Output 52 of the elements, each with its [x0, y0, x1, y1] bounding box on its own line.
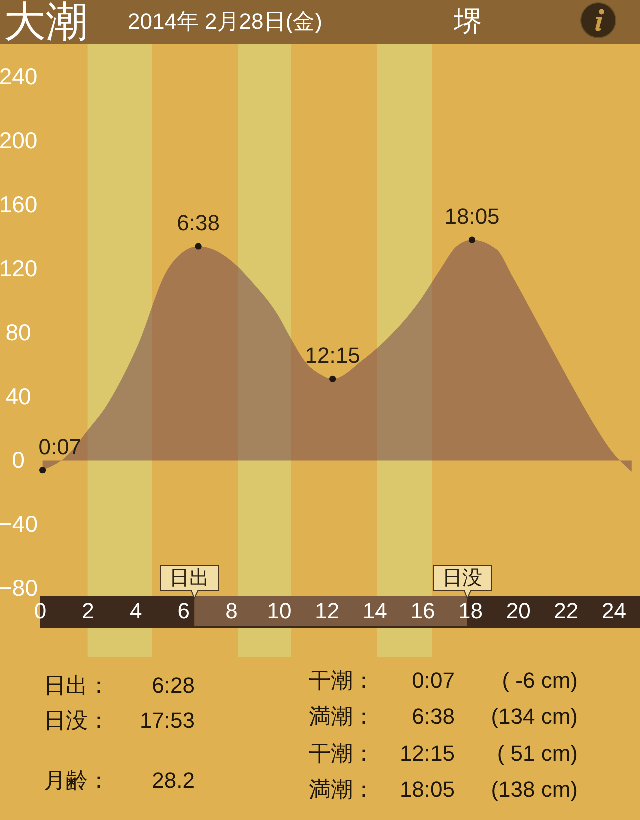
annotation: 12:15 [305, 343, 360, 368]
text: 17:53 [140, 708, 195, 733]
x-tick-label: 2 [82, 598, 94, 624]
text: 6:38 [412, 704, 455, 730]
text: ( 51 cm) [496, 740, 578, 767]
y-tick-label: 120 [0, 255, 38, 282]
point [330, 376, 336, 382]
annotation: 18:05 [444, 204, 500, 230]
annotation: 0:07 [38, 434, 82, 460]
x-tick-label: 18 [458, 598, 484, 624]
y-tick-label: −40 [0, 511, 38, 538]
y-tick-label: 0 [12, 447, 25, 474]
x-tick-label: 20 [506, 598, 531, 624]
text: 満潮： [309, 776, 375, 803]
y-tick-label: 40 [6, 383, 32, 410]
x-tick-label: 10 [267, 598, 292, 624]
x-tick-label: 12 [315, 598, 340, 624]
text: 月齢： [44, 768, 110, 794]
text: 0:07 [412, 668, 455, 693]
text: 満潮： [309, 704, 375, 730]
chart-subtitle: 2014年 2月28日(金) [128, 8, 322, 36]
annotation: 6:38 [177, 210, 220, 236]
x-tick-label: 24 [602, 598, 626, 624]
y-tick-label: −80 [0, 575, 38, 602]
x-tick-label: 16 [410, 598, 436, 624]
annotation: 日没 [442, 568, 482, 590]
text: 日没： [44, 708, 110, 734]
text: 6:28 [152, 673, 195, 698]
text: 干潮： [309, 668, 375, 694]
y-tick-label: 240 [0, 64, 38, 90]
y-tick-label: 160 [0, 191, 38, 218]
point [195, 243, 202, 250]
text: 堺 [453, 5, 483, 39]
x-tick-label: 4 [130, 598, 142, 624]
x-tick-label: 14 [362, 598, 388, 624]
x-tick-label: 6 [178, 598, 190, 624]
text: 日出： [44, 673, 110, 699]
text: (138 cm) [490, 776, 578, 803]
point [468, 236, 476, 244]
text: 12:15 [400, 740, 455, 766]
x-tick-label: 22 [554, 598, 579, 624]
y-tick-label: 80 [6, 319, 32, 346]
text: 18:05 [400, 776, 455, 802]
point [39, 467, 46, 474]
text: 28.2 [152, 768, 195, 793]
y-tick-label: 200 [0, 127, 38, 154]
text: (134 cm) [490, 704, 578, 730]
text: 干潮： [309, 740, 375, 767]
chart-title: 大潮 [4, 0, 88, 45]
annotation: 日出 [170, 568, 210, 590]
x-tick-label: 8 [226, 598, 238, 624]
text: ( -6 cm) [501, 668, 578, 694]
